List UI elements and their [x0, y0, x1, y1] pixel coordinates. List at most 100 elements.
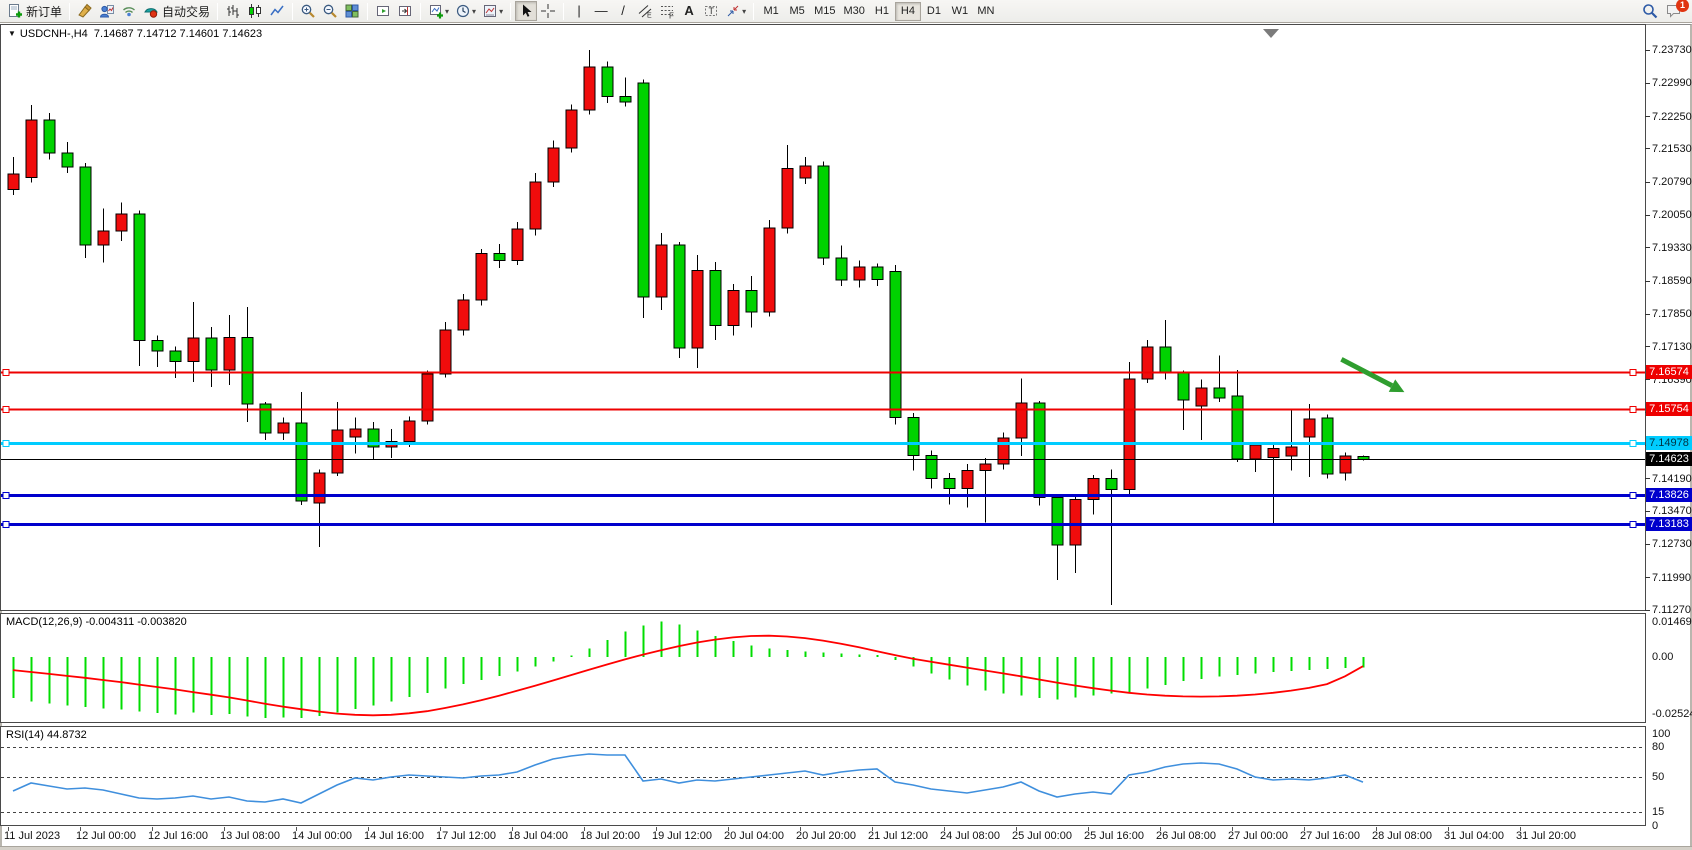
main-chart-panel[interactable]: [0, 24, 1646, 611]
fibonacci-icon: F: [661, 6, 674, 20]
price-tick-mark: [1645, 478, 1650, 480]
dropdown-caret: ▾: [445, 6, 450, 16]
time-tick-mark: [1160, 827, 1161, 831]
crosshair-icon: [541, 4, 556, 18]
price-tick-mark: [1645, 280, 1650, 282]
timeframe-button-M15[interactable]: M15: [814, 5, 836, 17]
auto-scroll-button[interactable]: [372, 1, 394, 21]
timeframe-button-W1[interactable]: W1: [951, 5, 969, 17]
timeframe-button-M30[interactable]: M30: [843, 5, 865, 17]
line-chart-button[interactable]: [266, 1, 288, 21]
svg-text:T: T: [709, 6, 715, 16]
hline-objects[interactable]: [1, 369, 1645, 528]
new-order-button[interactable]: 新订单: [4, 1, 65, 21]
time-tick-label: 13 Jul 08:00: [220, 830, 280, 842]
community-button[interactable]: 1: [1662, 0, 1689, 21]
time-tick-mark: [368, 827, 369, 831]
bar-chart-button[interactable]: [222, 1, 244, 21]
time-tick-label: 18 Jul 04:00: [508, 830, 568, 842]
time-tick-label: 28 Jul 08:00: [1372, 830, 1432, 842]
rsi-panel[interactable]: [0, 726, 1646, 826]
zoom-out-button[interactable]: [319, 1, 341, 21]
timeframe-button-H1[interactable]: H1: [874, 5, 889, 17]
price-tick-mark: [1645, 214, 1650, 216]
price-tick-mark: [1645, 82, 1650, 84]
timeframe-button-H4[interactable]: H4: [894, 1, 921, 21]
macd-panel[interactable]: [0, 613, 1646, 723]
toolbar-separator: [292, 2, 294, 20]
templates-button[interactable]: ▾: [479, 1, 506, 21]
price-tick-mark: [1645, 543, 1650, 545]
macd-label: MACD(12,26,9) -0.004311 -0.003820: [6, 616, 187, 628]
time-tick-mark: [800, 827, 801, 831]
rsi-label: RSI(14) 44.8732: [6, 729, 87, 741]
price-tick-label: 7.20050: [1652, 209, 1692, 222]
rsi-axis-label: 80: [1652, 741, 1665, 753]
signals-button[interactable]: [118, 1, 140, 21]
autotrading-button[interactable]: 自动交易: [140, 1, 213, 21]
vertical-line-button[interactable]: |: [568, 1, 590, 21]
arrows-button[interactable]: ▾: [722, 1, 749, 21]
channel-button[interactable]: E: [634, 1, 656, 21]
trendline-button[interactable]: /: [612, 1, 634, 21]
bar-chart-icon: [227, 5, 240, 18]
timeframe-button-D1[interactable]: D1: [926, 5, 941, 17]
dropdown-caret: ▾: [499, 6, 504, 16]
new-order-icon: [9, 4, 22, 18]
line-chart-icon: [270, 5, 284, 16]
price-tick-label: 7.22250: [1652, 110, 1692, 123]
horizontal-line-button[interactable]: —: [590, 1, 612, 21]
macd-axis-label: 0.014691: [1652, 616, 1692, 628]
price-tick-label: 7.11270: [1652, 604, 1691, 617]
svg-text:F: F: [669, 12, 674, 20]
profiles-button[interactable]: [96, 1, 118, 21]
indicators-button[interactable]: ▾: [425, 1, 452, 21]
arrow-annotation[interactable]: [1340, 357, 1405, 393]
price-tick-mark: [1645, 247, 1650, 249]
time-tick-label: 27 Jul 16:00: [1300, 830, 1360, 842]
label-button[interactable]: T: [700, 1, 722, 21]
fibonacci-button[interactable]: F: [656, 1, 678, 21]
periods-icon: [456, 4, 470, 18]
tile-windows-button[interactable]: [341, 1, 363, 21]
time-tick-mark: [1232, 827, 1233, 831]
time-tick-label: 12 Jul 16:00: [148, 830, 208, 842]
time-tick-mark: [1016, 827, 1017, 831]
trendline-icon: /: [621, 3, 625, 18]
time-tick-label: 18 Jul 20:00: [580, 830, 640, 842]
time-tick-mark: [728, 827, 729, 831]
time-tick-mark: [1376, 827, 1377, 831]
timeframe-button-MN[interactable]: MN: [977, 5, 995, 17]
timeframe-button-M5[interactable]: M5: [789, 5, 805, 17]
time-tick-label: 24 Jul 08:00: [940, 830, 1000, 842]
search-button[interactable]: [1638, 1, 1662, 21]
timeframe-button-M1[interactable]: M1: [763, 5, 779, 17]
crosshair-button[interactable]: [537, 1, 559, 21]
cursor-button[interactable]: [515, 1, 538, 21]
price-tick-label: 7.14190: [1652, 472, 1692, 485]
price-tick-mark: [1645, 609, 1650, 611]
price-tick-mark: [1645, 577, 1650, 579]
price-tick-label: 7.13470: [1652, 505, 1692, 518]
periods-button[interactable]: ▾: [452, 1, 479, 21]
time-tick-label: 12 Jul 00:00: [76, 830, 136, 842]
styler-button[interactable]: [74, 1, 96, 21]
time-tick-label: 27 Jul 00:00: [1228, 830, 1288, 842]
chart-title-bar[interactable]: ▼ USDCNH-,H4 7.14687 7.14712 7.14601 7.14…: [8, 28, 269, 40]
chart-shift-button[interactable]: [394, 1, 416, 21]
auto-scroll-icon: [377, 6, 390, 16]
candlestick-button[interactable]: [244, 1, 266, 21]
autotrading-label: 自动交易: [162, 4, 211, 19]
templates-icon: [484, 5, 497, 17]
price-tick-mark: [1645, 346, 1650, 348]
price-line-label: 7.14978: [1646, 436, 1692, 451]
text-button[interactable]: A: [678, 1, 700, 21]
zoom-in-button[interactable]: [297, 1, 319, 21]
window-footer: [0, 846, 1692, 850]
cursor-icon: [523, 4, 532, 17]
toolbar-separator: [69, 2, 71, 20]
price-line-label: 7.14623: [1646, 452, 1692, 467]
time-tick-mark: [512, 827, 513, 831]
profiles-icon: [100, 5, 115, 18]
